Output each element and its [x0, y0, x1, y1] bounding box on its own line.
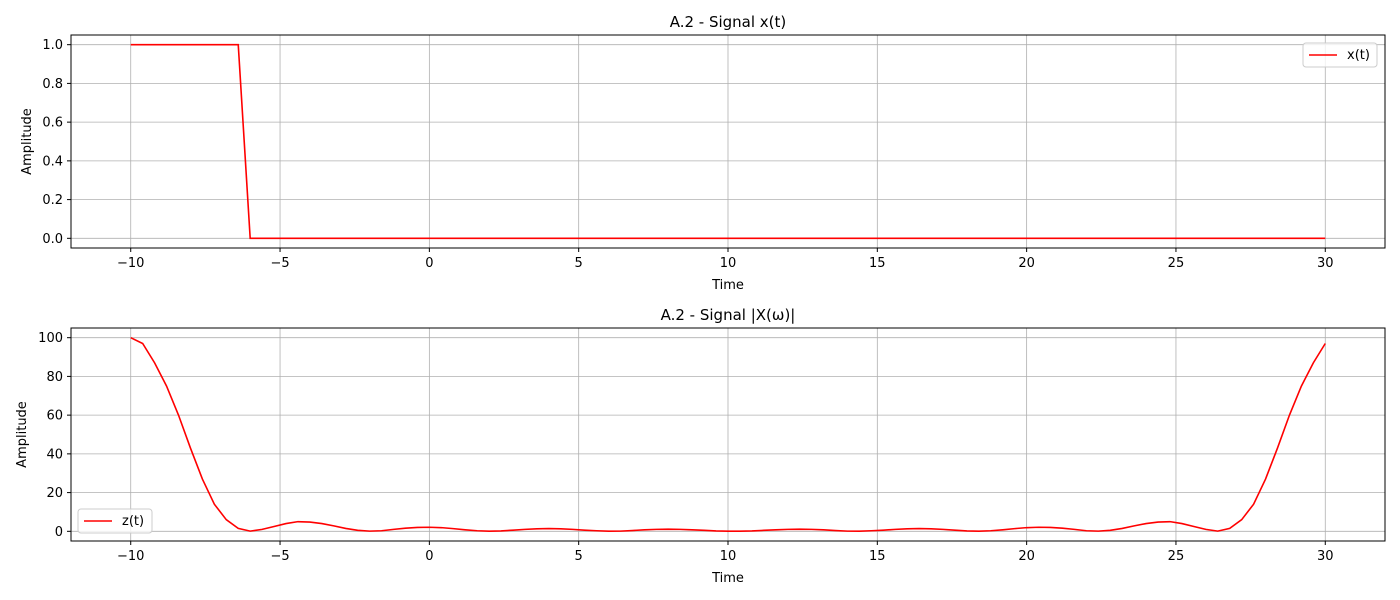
x-tick-label: 30 — [1317, 256, 1334, 271]
x-tick-label: 0 — [425, 256, 433, 271]
y-axis-label: Amplitude — [20, 108, 35, 175]
x-axis-label: Time — [711, 278, 744, 293]
x-tick-label: −10 — [117, 256, 144, 271]
y-tick-label: 60 — [46, 409, 63, 424]
y-tick-label: 20 — [46, 486, 63, 501]
x-tick-label: 15 — [869, 549, 886, 564]
chart-title: A.2 - Signal |X(ω)| — [661, 306, 796, 324]
y-tick-label: 0.4 — [42, 154, 63, 169]
x-tick-label: 20 — [1018, 549, 1035, 564]
y-tick-label: 80 — [46, 370, 63, 385]
y-tick-label: 40 — [46, 447, 63, 462]
x-tick-label: 25 — [1168, 256, 1185, 271]
x-tick-label: 25 — [1168, 549, 1185, 564]
x-tick-label: −10 — [117, 549, 144, 564]
y-tick-label: 100 — [38, 331, 63, 346]
x-tick-label: 10 — [720, 549, 737, 564]
y-tick-label: 0 — [55, 525, 63, 540]
legend-box — [77, 508, 153, 534]
x-tick-label: 5 — [575, 549, 583, 564]
y-axis-label: Amplitude — [15, 401, 30, 468]
y-tick-label: 0.2 — [42, 193, 63, 208]
signal-line — [130, 336, 1326, 533]
x-tick-label: −5 — [270, 256, 289, 271]
y-tick-label: 0.6 — [42, 116, 63, 131]
x-tick-label: −5 — [270, 549, 289, 564]
legend-box — [1302, 42, 1378, 68]
x-tick-label: 10 — [720, 256, 737, 271]
x-tick-label: 30 — [1317, 549, 1334, 564]
legend-label: x(t) — [1347, 48, 1370, 63]
legend: x(t) — [1302, 42, 1378, 68]
y-tick-label: 0.8 — [42, 77, 63, 92]
chart-title: A.2 - Signal x(t) — [670, 13, 787, 31]
x-tick-label: 5 — [575, 256, 583, 271]
x-axis-label: Time — [711, 571, 744, 586]
x-tick-label: 20 — [1018, 256, 1035, 271]
legend: z(t) — [77, 508, 153, 534]
x-tick-label: 15 — [869, 256, 886, 271]
axes-frame — [70, 34, 1386, 249]
x-tick-label: 0 — [425, 549, 433, 564]
y-tick-label: 1.0 — [42, 38, 63, 53]
y-tick-label: 0.0 — [42, 232, 63, 247]
legend-label: z(t) — [122, 514, 144, 529]
axes-frame — [70, 327, 1386, 542]
signal-line — [130, 43, 1326, 240]
